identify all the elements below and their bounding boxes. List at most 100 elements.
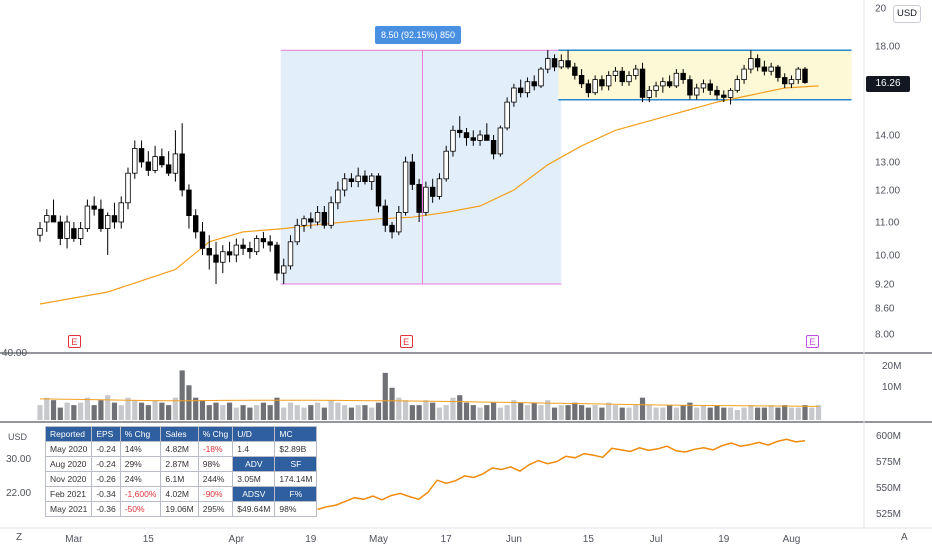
candle: [84, 199, 91, 232]
candle: [138, 140, 145, 168]
volume-bar: [314, 402, 321, 420]
volume-bar: [626, 407, 632, 420]
candle-body: [714, 89, 720, 96]
volume-bar: [809, 407, 815, 420]
candle: [152, 145, 158, 174]
candle-body: [118, 202, 124, 223]
candle-body: [707, 83, 713, 91]
candle-body: [253, 238, 260, 253]
table-cell: -18%: [197, 441, 234, 457]
candle: [105, 212, 111, 255]
auto-scale-button[interactable]: A: [901, 532, 908, 543]
candle-body: [585, 83, 592, 94]
volume-bar: [457, 395, 463, 420]
header-cell: U/D: [232, 426, 276, 442]
volume-bar: [727, 407, 734, 420]
volume-bar: [78, 402, 84, 420]
candle-body: [558, 60, 564, 68]
candle-body: [220, 251, 226, 263]
candle-body: [734, 79, 741, 91]
volume-bar: [477, 407, 483, 420]
volume-bar: [579, 405, 585, 420]
candle-body: [599, 79, 605, 87]
candle: [145, 151, 152, 176]
candle-body: [429, 186, 436, 197]
candle-body: [592, 79, 598, 94]
candle-body: [490, 139, 497, 155]
time-tick-label: 19: [718, 534, 730, 545]
volume-bar: [470, 405, 476, 420]
candle: [233, 238, 240, 263]
table-cell: Nov 2020: [44, 471, 93, 487]
candle: [714, 85, 720, 100]
volume-bar: [687, 402, 693, 420]
earnings-marker[interactable]: E: [67, 335, 81, 348]
earnings-marker[interactable]: E: [399, 335, 413, 348]
volume-bar: [795, 407, 801, 420]
rs-right-tick-label: 575M: [876, 457, 901, 468]
table-row: Aug 2020 -0.24 29% 2.87M 98% ADV SF: [44, 456, 318, 472]
volume-bar: [335, 402, 341, 420]
candle: [213, 241, 219, 284]
candle-body: [748, 58, 754, 70]
volume-pane: [37, 370, 822, 420]
candle-body: [267, 241, 273, 246]
table-cell: Feb 2021: [44, 486, 93, 502]
candle: [565, 50, 571, 70]
table-cell: 244%: [197, 471, 234, 487]
candle-body: [693, 87, 700, 96]
earnings-marker[interactable]: E: [805, 335, 819, 348]
volume-bar: [633, 405, 639, 420]
candle: [50, 199, 57, 223]
candle: [457, 116, 463, 138]
price-tick-label: 11.00: [875, 218, 900, 229]
volume-bar: [768, 405, 774, 420]
candle: [619, 67, 625, 86]
volume-bar: [592, 405, 598, 420]
candle: [545, 50, 551, 74]
volume-bar: [741, 407, 747, 420]
currency-button[interactable]: USD: [893, 5, 921, 23]
candle-body: [788, 79, 795, 85]
goto-zero-button[interactable]: Z: [16, 532, 23, 543]
candle-body: [626, 75, 632, 83]
candle: [64, 215, 70, 249]
volume-bar: [375, 402, 382, 420]
volume-bar: [443, 405, 449, 420]
candle: [267, 235, 273, 252]
candle-body: [369, 175, 375, 182]
candle: [524, 77, 531, 98]
candle-body: [321, 211, 328, 226]
candle: [748, 50, 754, 74]
price-tick-label: 18.00: [875, 42, 900, 53]
header-cell: MC: [274, 426, 318, 442]
table-row: Nov 2020 -0.26 24% 6.1M 244% 3.05M 174.1…: [44, 471, 318, 487]
volume-bar: [294, 405, 300, 420]
volume-bar: [680, 405, 686, 420]
candle: [125, 167, 131, 210]
candle-body: [206, 247, 212, 256]
candle: [389, 222, 395, 239]
volume-bar: [152, 400, 158, 420]
volume-bar: [206, 405, 212, 420]
candle-body: [328, 202, 334, 226]
candle: [490, 135, 497, 160]
candle-body: [443, 150, 449, 180]
candle: [741, 64, 747, 84]
candle: [761, 60, 768, 76]
table-section-cell: ADV: [232, 456, 276, 472]
candle: [98, 199, 104, 232]
volume-bar: [423, 400, 429, 420]
volume-bar: [91, 405, 97, 420]
volume-bar: [606, 402, 612, 420]
candle-body: [125, 172, 131, 204]
volume-bar: [436, 407, 443, 420]
candle-body: [77, 228, 84, 239]
candle-body: [409, 161, 416, 185]
candle-body: [457, 129, 463, 134]
candle-body: [782, 77, 788, 85]
price-tick-label: 14.00: [875, 131, 900, 142]
volume-bar: [301, 407, 307, 420]
candle-body: [775, 66, 781, 78]
